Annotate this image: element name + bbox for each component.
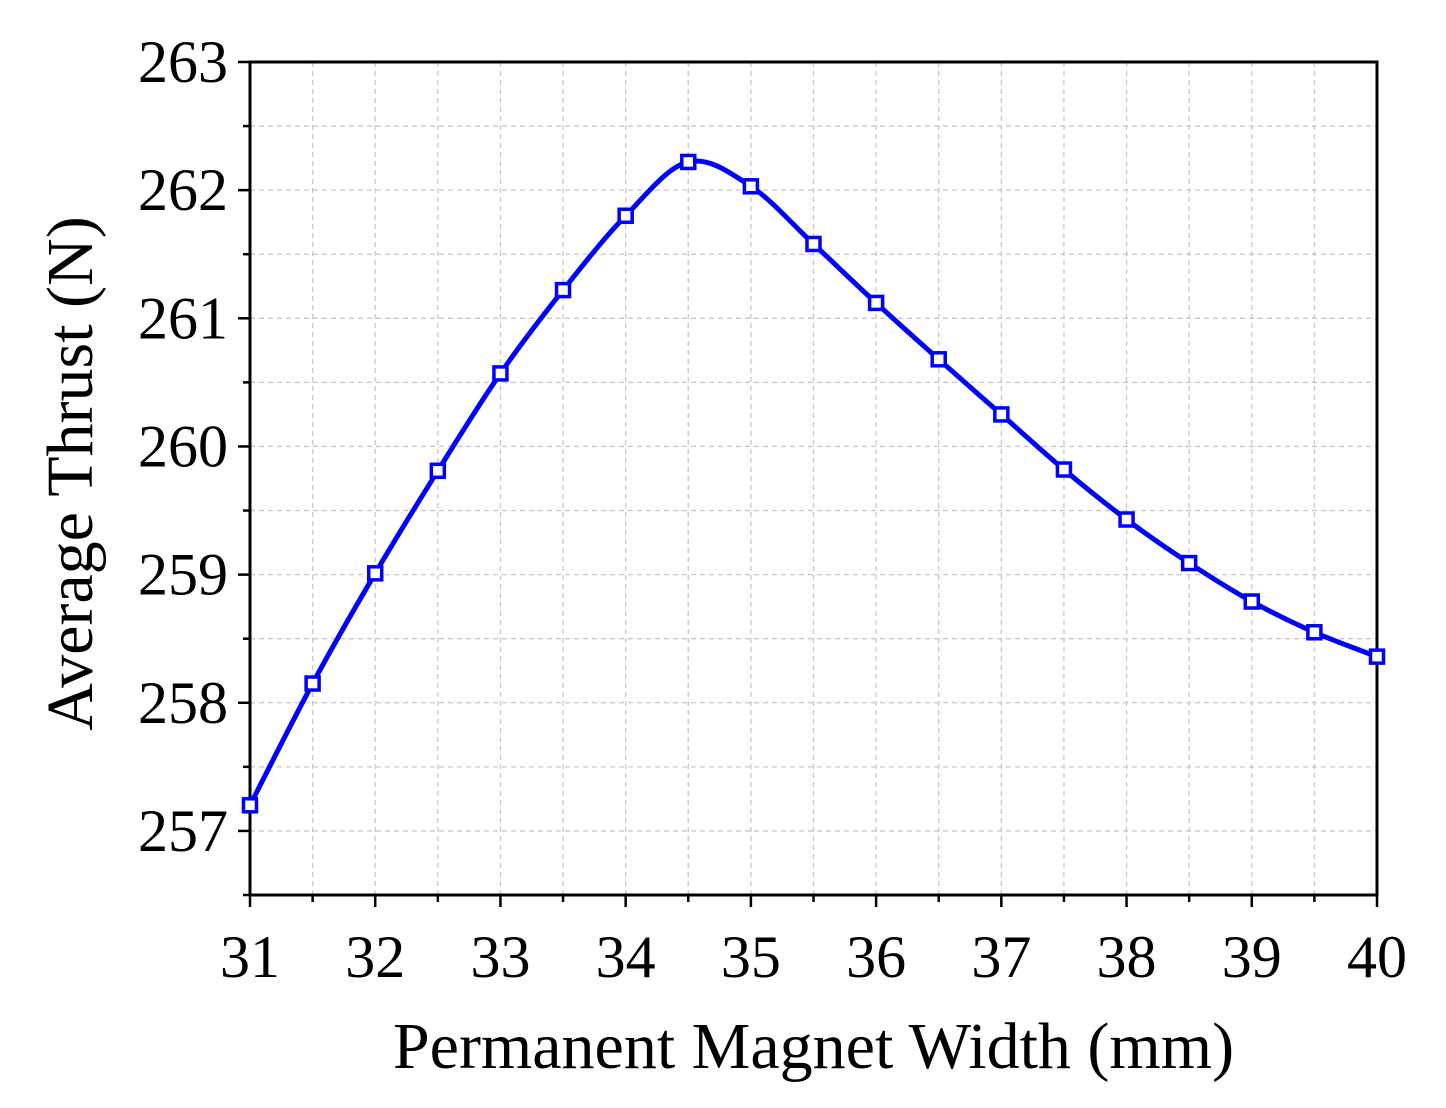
data-point-marker — [993, 406, 1010, 423]
x-tick-label: 37 — [971, 924, 1031, 990]
y-tick-label: 258 — [138, 670, 228, 736]
x-tick-label: 32 — [345, 924, 405, 990]
series-markers — [241, 153, 1386, 814]
data-point-marker — [867, 294, 885, 312]
y-tick-label: 259 — [138, 542, 228, 608]
data-point-marker — [617, 207, 634, 225]
x-tick-label: 33 — [470, 924, 530, 990]
data-point-marker — [429, 462, 447, 480]
y-axis-title: Average Thrust (N) — [34, 216, 107, 730]
y-tick-label: 260 — [138, 413, 228, 479]
data-point-marker — [930, 351, 947, 368]
data-point-marker — [1368, 648, 1386, 665]
grid-lines — [250, 62, 1377, 895]
x-axis-title: Permanent Magnet Width (mm) — [393, 1010, 1234, 1083]
data-point-marker — [1118, 511, 1135, 528]
x-tick-label: 40 — [1347, 924, 1407, 990]
x-tick-label: 34 — [596, 924, 656, 990]
y-tick-labels: 257 258 259 260 261 262 263 — [138, 29, 228, 864]
data-point-marker — [366, 565, 384, 582]
y-tick-label: 262 — [138, 157, 228, 223]
y-tick-label: 257 — [138, 798, 228, 864]
y-tick-label: 261 — [138, 285, 228, 351]
x-tick-label: 38 — [1097, 924, 1157, 990]
axis-ticks — [238, 60, 1379, 907]
x-tick-label: 31 — [220, 924, 280, 990]
data-point-marker — [554, 281, 572, 299]
data-point-marker — [304, 675, 321, 692]
data-point-marker — [1055, 461, 1073, 478]
data-point-marker — [742, 178, 760, 195]
data-point-marker — [805, 235, 822, 253]
data-point-marker — [492, 365, 509, 382]
data-point-marker — [1306, 624, 1323, 641]
data-point-marker — [680, 153, 697, 171]
data-point-marker — [1180, 554, 1198, 572]
x-tick-label: 36 — [846, 924, 906, 990]
x-tick-label: 39 — [1222, 924, 1282, 990]
data-point-marker — [241, 797, 259, 814]
series-line — [247, 158, 1380, 808]
data-point-marker — [1243, 593, 1261, 610]
x-tick-labels: 31 32 33 34 35 36 37 38 39 40 — [220, 924, 1407, 990]
y-tick-label: 263 — [138, 29, 228, 95]
x-tick-label: 35 — [721, 924, 781, 990]
